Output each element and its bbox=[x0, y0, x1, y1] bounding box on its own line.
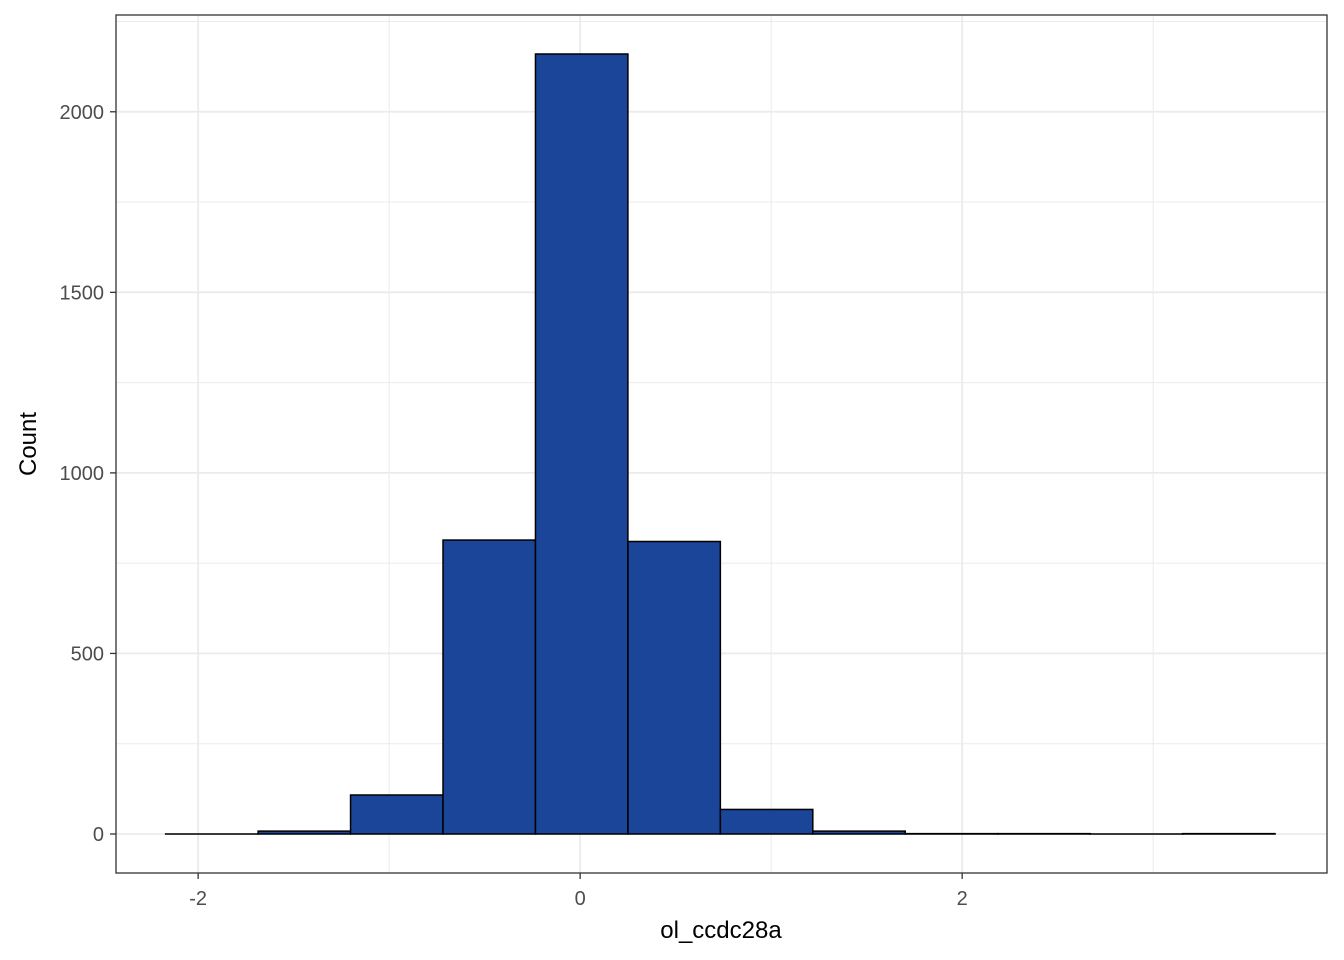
y-tick-label: 1000 bbox=[60, 463, 105, 485]
histogram-bar-2 bbox=[349, 794, 444, 835]
y-tick-label: 500 bbox=[71, 643, 104, 665]
histogram-bar-1 bbox=[257, 830, 352, 835]
histogram-bars bbox=[164, 53, 1276, 835]
x-tick-label: 2 bbox=[957, 888, 968, 910]
plot-panel-background bbox=[116, 15, 1327, 873]
histogram-bar-6 bbox=[719, 808, 814, 835]
histogram-bar-3 bbox=[442, 539, 537, 835]
x-tick-label: -2 bbox=[189, 888, 207, 910]
histogram-bar-4 bbox=[534, 53, 629, 835]
axes: -2 0 2 0 500 1000 1500 2000 bbox=[60, 102, 968, 910]
y-tick-label: 2000 bbox=[60, 102, 105, 124]
histogram-bar-7 bbox=[812, 830, 907, 835]
x-tick-label: 0 bbox=[575, 888, 586, 910]
plot-panel-border bbox=[115, 14, 1328, 874]
y-axis-title: Count bbox=[15, 412, 42, 476]
histogram-bar-5 bbox=[627, 540, 722, 835]
x-axis-title: ol_ccdc28a bbox=[660, 917, 782, 944]
y-tick-label: 1500 bbox=[60, 282, 105, 304]
y-tick-label: 0 bbox=[93, 824, 104, 846]
